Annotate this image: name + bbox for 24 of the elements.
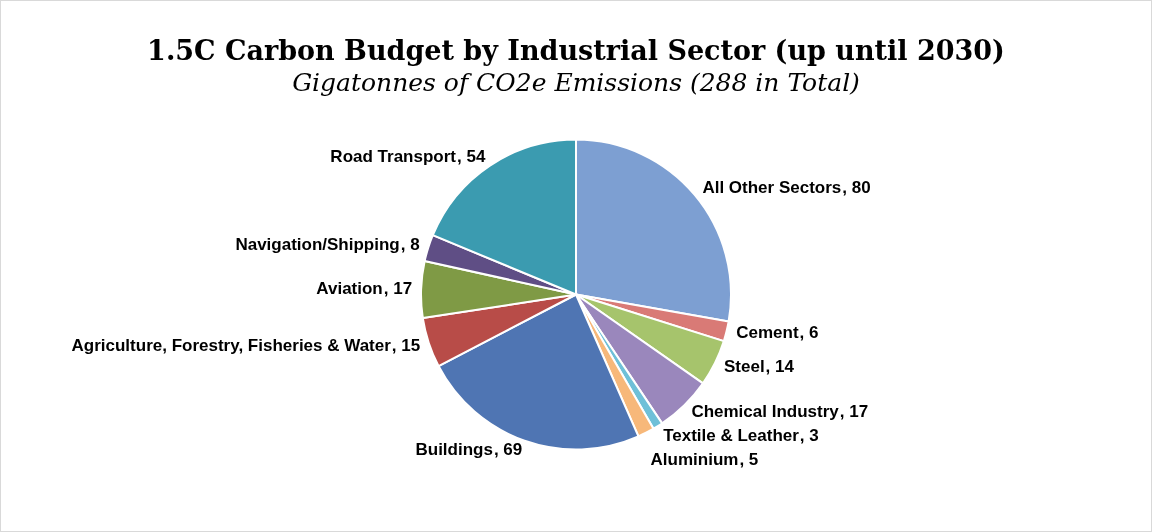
slice-label: Aluminium (650, 450, 739, 470)
slice-label: Chemical Industry (691, 402, 840, 422)
data-label: , 54 (456, 147, 486, 166)
slice-label: Road Transport (330, 147, 457, 166)
data-label: , 69 (493, 439, 523, 459)
chart-title: 1.5C Carbon Budget by Industrial Sector (up until 2030) (146, 35, 1006, 66)
slice-label: Buildings (415, 439, 493, 459)
data-label: , 5 (739, 450, 759, 470)
data-label: , 14 (765, 357, 795, 377)
slice-label: Cement (736, 323, 799, 343)
slice-label: Agriculture, Forestry, Fisheries & Water (71, 335, 392, 355)
slice-label: Textile & Leather (663, 426, 800, 446)
data-label: , 15 (391, 335, 421, 355)
data-label: , 6 (799, 323, 819, 343)
slice-label: Aviation (316, 278, 383, 298)
data-label: , 17 (839, 402, 869, 422)
slice-label: Navigation/Shipping (235, 234, 400, 254)
data-label: , 8 (400, 234, 420, 254)
data-label: , 80 (842, 178, 871, 198)
slice-label: Steel (723, 357, 765, 377)
data-label: , 17 (383, 278, 413, 298)
data-label: , 3 (799, 426, 819, 446)
chart-subtitle: Gigatonnes of CO2e Emissions (288 in Total) (291, 68, 861, 97)
slice-label: All Other Sectors (702, 178, 842, 198)
